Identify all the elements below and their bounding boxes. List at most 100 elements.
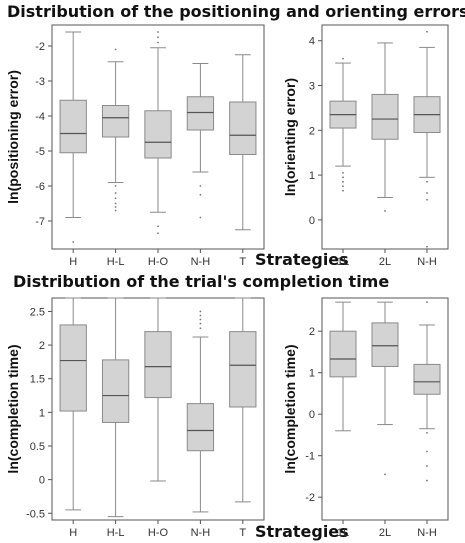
y-tick-label: 2.5 xyxy=(30,306,45,318)
y-tick-label: -3 xyxy=(35,76,45,88)
outlier-point xyxy=(199,327,202,330)
box-H xyxy=(59,324,87,412)
top-strategies-label: Strategies xyxy=(255,250,349,269)
outlier-point xyxy=(384,210,386,212)
outlier-point xyxy=(342,176,344,179)
outlier-point xyxy=(342,171,344,174)
outlier-point xyxy=(72,241,75,243)
y-tick-label: -5 xyxy=(35,146,45,158)
outlier-point xyxy=(199,314,202,317)
x-tick-label: N-H xyxy=(417,527,437,539)
y-axis-label: ln(orienting error) xyxy=(282,78,298,196)
outlier-point xyxy=(157,36,159,39)
outlier-point xyxy=(426,431,428,434)
outlier-point xyxy=(114,192,117,194)
box-T xyxy=(229,101,257,155)
bottom-strategies-label: Strategies xyxy=(255,522,349,541)
x-tick-label: N-H xyxy=(191,527,211,539)
bottom-figure-title: Distribution of the trial's completion t… xyxy=(13,272,390,291)
box-N-H xyxy=(186,96,215,131)
outlier-point xyxy=(157,41,159,44)
x-tick-label: 2L xyxy=(379,256,391,268)
outlier-point xyxy=(199,310,202,313)
y-tick-label: 1 xyxy=(39,407,45,419)
y-tick-label: -1 xyxy=(305,451,315,463)
y-tick-label: 1 xyxy=(309,170,315,182)
y-tick-label: -0.5 xyxy=(26,508,45,520)
y-axis-label: ln(completion time) xyxy=(282,344,298,473)
x-tick-label: N-H xyxy=(417,256,437,268)
outlier-point xyxy=(114,206,117,208)
outlier-point xyxy=(199,322,202,325)
x-tick-label: T xyxy=(239,527,246,539)
outlier-point xyxy=(426,245,428,248)
y-tick-label: 0 xyxy=(39,475,45,487)
y-tick-label: 2 xyxy=(309,326,315,338)
y-tick-label: 0.5 xyxy=(30,441,45,453)
outlier-point xyxy=(114,202,117,205)
x-tick-label: 2L xyxy=(379,527,391,539)
y-tick-label: -7 xyxy=(35,216,45,228)
box-2L xyxy=(371,322,399,367)
outlier-point xyxy=(114,48,117,51)
outlier-point xyxy=(199,318,202,321)
y-tick-label: 0 xyxy=(309,215,315,227)
y-tick-label: 1 xyxy=(309,368,315,380)
outlier-point xyxy=(199,216,202,219)
box-H-O xyxy=(144,331,172,399)
top-figure-title: Distribution of the positioning and orie… xyxy=(7,2,465,21)
box-N-H xyxy=(186,403,215,452)
x-tick-label: H-O xyxy=(148,256,169,268)
x-tick-label: H-L xyxy=(107,256,125,268)
y-tick-label: 3 xyxy=(309,80,315,92)
outlier-point xyxy=(384,473,386,476)
box-H-L xyxy=(101,105,130,138)
x-tick-label: H xyxy=(69,527,77,539)
x-tick-label: T xyxy=(239,256,246,268)
outlier-point xyxy=(199,185,202,187)
outlier-point xyxy=(426,30,428,33)
outlier-point xyxy=(114,197,117,200)
box-H xyxy=(59,99,87,154)
outlier-point xyxy=(426,450,428,453)
x-tick-label: H-O xyxy=(148,527,169,539)
outlier-point xyxy=(199,193,202,196)
outlier-point xyxy=(426,192,428,194)
y-tick-label: -6 xyxy=(35,181,45,193)
x-tick-label: H-L xyxy=(107,527,125,539)
x-tick-label: 1L xyxy=(337,256,349,268)
box-H-L xyxy=(101,359,130,423)
y-tick-label: -4 xyxy=(35,111,45,123)
y-axis-label: ln(completion time) xyxy=(5,344,21,473)
outlier-point xyxy=(426,301,428,304)
box-N-H xyxy=(413,363,441,395)
outlier-point xyxy=(157,31,159,33)
box-T xyxy=(229,331,257,408)
y-axis-label: ln(positioning error) xyxy=(5,70,21,204)
box-H-O xyxy=(144,110,172,159)
outlier-point xyxy=(114,185,117,187)
x-tick-label: N-H xyxy=(191,256,211,268)
outlier-point xyxy=(342,57,344,60)
y-tick-label: 2 xyxy=(39,340,45,352)
y-tick-label: 4 xyxy=(309,36,315,48)
y-tick-label: 1.5 xyxy=(30,374,45,386)
y-tick-label: -2 xyxy=(35,41,45,53)
outlier-point xyxy=(114,209,117,212)
x-tick-label: H xyxy=(69,256,77,268)
outlier-point xyxy=(426,180,428,183)
outlier-point xyxy=(342,185,344,188)
box-2L xyxy=(371,93,399,140)
y-tick-label: -2 xyxy=(305,492,315,504)
y-tick-label: 2 xyxy=(309,125,315,137)
x-tick-label: 1L xyxy=(337,527,349,539)
outlier-point xyxy=(342,180,344,183)
outlier-point xyxy=(426,479,428,482)
outlier-point xyxy=(426,198,428,201)
box-1L xyxy=(329,330,357,378)
outlier-point xyxy=(157,232,159,235)
